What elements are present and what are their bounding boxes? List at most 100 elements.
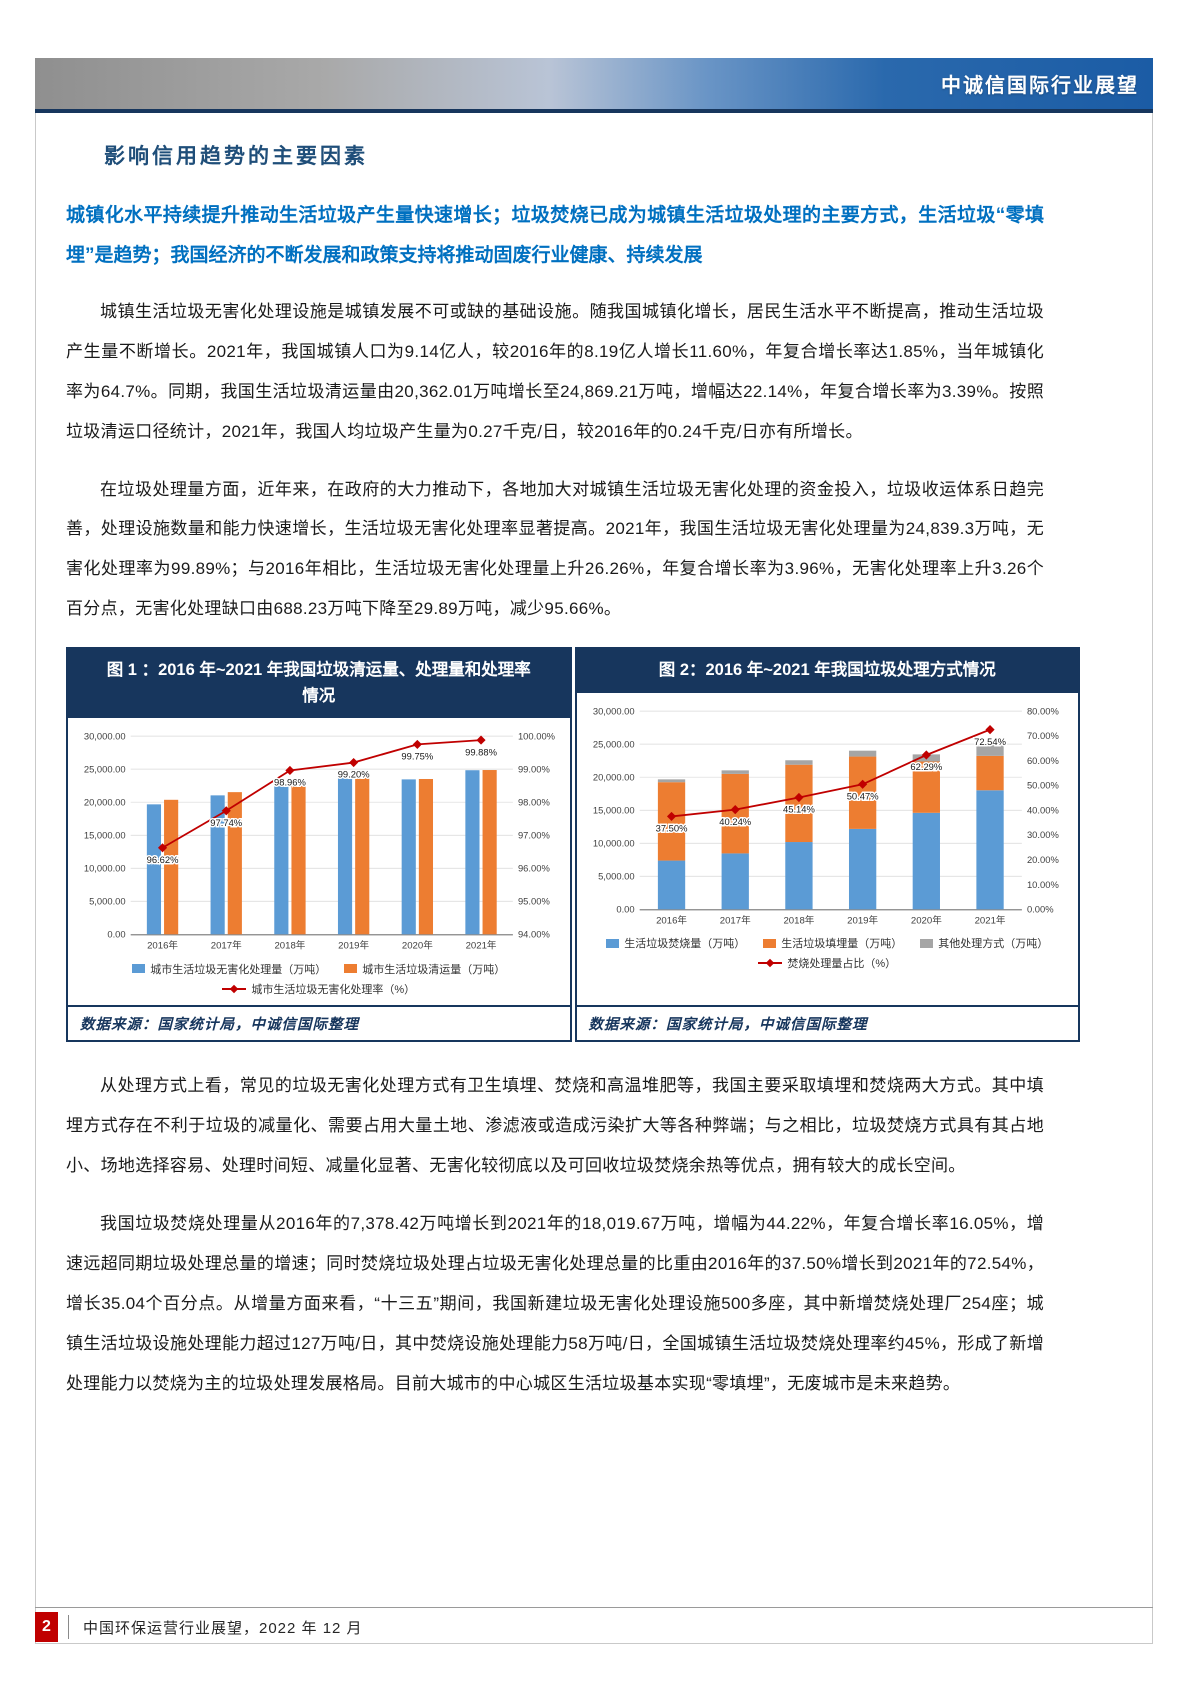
footer-divider — [68, 1615, 69, 1639]
svg-text:96.00%: 96.00% — [518, 863, 550, 874]
svg-text:80.00%: 80.00% — [1026, 705, 1058, 716]
legend-label: 城市生活垃圾无害化处理率（%） — [251, 983, 416, 996]
chart-1-legend: 城市生活垃圾无害化处理量（万吨） 城市生活垃圾清运量（万吨） 城市生活垃圾无害化处理… — [68, 959, 570, 1005]
footer-separator — [35, 1607, 1153, 1608]
svg-text:37.50%: 37.50% — [655, 822, 687, 833]
svg-text:10,000.00: 10,000.00 — [84, 863, 126, 874]
svg-text:25,000.00: 25,000.00 — [84, 764, 126, 775]
svg-text:95.00%: 95.00% — [518, 896, 550, 907]
svg-text:10,000.00: 10,000.00 — [592, 837, 634, 848]
legend-item: 生活垃圾填埋量（万吨） — [763, 935, 902, 951]
svg-text:20,000.00: 20,000.00 — [592, 771, 634, 782]
body-paragraph-3: 从处理方式上看，常见的垃圾无害化处理方式有卫生填埋、焚烧和高温堆肥等，我国主要采… — [66, 1075, 1044, 1175]
banner-title: 中诚信国际行业展望 — [941, 75, 1139, 97]
legend-label: 焚烧处理量占比（%） — [787, 958, 897, 971]
svg-text:5,000.00: 5,000.00 — [89, 896, 126, 907]
chart-2-legend: 生活垃圾焚烧量（万吨） 生活垃圾填埋量（万吨） 其他处理方式（万吨） 焚烧处理量占比（… — [577, 933, 1079, 979]
legend-item: 其他处理方式（万吨） — [920, 935, 1048, 951]
chart-1-box: 图 1 ：2016 年~2021 年我国垃圾清运量、处理量和处理率情况 0.00… — [66, 647, 572, 1042]
svg-text:40.00%: 40.00% — [1026, 804, 1058, 815]
chart-1-title: 图 1 ：2016 年~2021 年我国垃圾清运量、处理量和处理率情况 — [68, 649, 570, 719]
chart-2-box: 图 2：2016 年~2021 年我国垃圾处理方式情况 0.00 5,000.00… — [574, 647, 1080, 1042]
svg-text:45.14%: 45.14% — [783, 803, 815, 814]
legend-label: 城市生活垃圾清运量（万吨） — [362, 963, 506, 976]
body-paragraph-1: 城镇生活垃圾无害化处理设施是城镇发展不可或缺的基础设施。随我国城镇化增长，居民生… — [66, 301, 1044, 441]
svg-text:98.00%: 98.00% — [518, 797, 550, 808]
svg-text:62.29%: 62.29% — [910, 761, 942, 772]
chart-2-title: 图 2：2016 年~2021 年我国垃圾处理方式情况 — [576, 649, 1078, 693]
svg-text:20,000.00: 20,000.00 — [84, 797, 126, 808]
svg-text:72.54%: 72.54% — [974, 736, 1006, 747]
svg-text:2020年: 2020年 — [402, 940, 433, 952]
chart-1-source: 数据来源：国家统计局，中诚信国际整理 — [68, 1004, 570, 1040]
svg-text:15,000.00: 15,000.00 — [592, 804, 634, 815]
charts-row: 图 1 ：2016 年~2021 年我国垃圾清运量、处理量和处理率情况 0.00… — [66, 647, 1080, 1042]
footer: 2 中国环保运营行业展望，2022 年 12 月 — [35, 1612, 363, 1642]
legend-item: 城市生活垃圾无害化处理率（%） — [222, 981, 415, 997]
lead-paragraph: 城镇化水平持续提升推动生活垃圾产生量快速增长；垃圾焚烧已成为城镇生活垃圾处理的主… — [66, 205, 1044, 266]
svg-text:60.00%: 60.00% — [1026, 755, 1058, 766]
svg-text:97.74%: 97.74% — [210, 817, 242, 828]
svg-text:0.00: 0.00 — [616, 903, 634, 914]
legend-item: 城市生活垃圾清运量（万吨） — [344, 961, 505, 977]
svg-text:99.88%: 99.88% — [465, 747, 497, 758]
svg-text:99.00%: 99.00% — [518, 764, 550, 775]
svg-text:2016年: 2016年 — [147, 940, 178, 952]
svg-text:2019年: 2019年 — [338, 940, 369, 952]
svg-text:15,000.00: 15,000.00 — [84, 830, 126, 841]
svg-text:100.00%: 100.00% — [518, 731, 556, 742]
svg-text:50.00%: 50.00% — [1026, 780, 1058, 791]
svg-text:5,000.00: 5,000.00 — [598, 870, 635, 881]
legend-swatch-icon — [344, 964, 358, 974]
legend-swatch-icon — [920, 938, 934, 948]
svg-text:2017年: 2017年 — [719, 914, 750, 926]
svg-text:2016年: 2016年 — [656, 914, 687, 926]
page-content: 影响信用趋势的主要因素 城镇化水平持续提升推动生活垃圾产生量快速增长；垃圾焚烧已… — [66, 140, 1080, 1421]
svg-text:30,000.00: 30,000.00 — [592, 705, 634, 716]
svg-text:0.00: 0.00 — [107, 929, 125, 940]
svg-text:30.00%: 30.00% — [1026, 829, 1058, 840]
svg-text:97.00%: 97.00% — [518, 830, 550, 841]
legend-line-marker-icon — [758, 959, 783, 968]
legend-swatch-icon — [606, 938, 620, 948]
svg-text:2018年: 2018年 — [783, 914, 814, 926]
legend-swatch-icon — [132, 964, 146, 974]
footer-text: 中国环保运营行业展望，2022 年 12 月 — [83, 1619, 363, 1637]
legend-line-marker-icon — [222, 984, 247, 994]
svg-text:2021年: 2021年 — [466, 940, 497, 952]
chart-1-plot: 0.00 5,000.00 10,000.00 15,000.00 20,000.00 2… — [68, 718, 570, 959]
legend-label: 其他处理方式（万吨） — [938, 938, 1049, 951]
svg-text:2017年: 2017年 — [211, 940, 242, 952]
legend-item: 焚烧处理量占比（%） — [758, 955, 896, 971]
svg-text:98.96%: 98.96% — [274, 777, 306, 788]
header-banner: 中诚信国际行业展望 — [35, 58, 1153, 113]
svg-text:70.00%: 70.00% — [1026, 730, 1058, 741]
svg-text:96.62%: 96.62% — [147, 854, 179, 865]
svg-text:25,000.00: 25,000.00 — [592, 738, 634, 749]
legend-swatch-icon — [763, 938, 777, 948]
svg-text:30,000.00: 30,000.00 — [84, 731, 126, 742]
svg-text:2021年: 2021年 — [974, 914, 1005, 926]
svg-text:10.00%: 10.00% — [1026, 879, 1058, 890]
svg-text:2019年: 2019年 — [847, 914, 878, 926]
page-number-badge: 2 — [35, 1612, 58, 1642]
body-paragraph-2: 在垃圾处理量方面，近年来，在政府的大力推动下，各地加大对城镇生活垃圾无害化处理的… — [66, 479, 1044, 619]
svg-text:2020年: 2020年 — [910, 914, 941, 926]
legend-item: 城市生活垃圾无害化处理量（万吨） — [132, 961, 326, 977]
svg-text:20.00%: 20.00% — [1026, 854, 1058, 865]
svg-text:99.75%: 99.75% — [401, 751, 433, 762]
svg-text:2018年: 2018年 — [274, 940, 305, 952]
section-title: 影响信用趋势的主要因素 — [104, 145, 368, 168]
svg-text:94.00%: 94.00% — [518, 929, 550, 940]
legend-label: 城市生活垃圾无害化处理量（万吨） — [150, 963, 327, 976]
chart-2-source: 数据来源：国家统计局，中诚信国际整理 — [576, 1004, 1078, 1040]
svg-text:99.20%: 99.20% — [338, 769, 370, 780]
body-paragraph-4: 我国垃圾焚烧处理量从2016年的7,378.42万吨增长到2021年的18,01… — [66, 1213, 1044, 1393]
legend-label: 生活垃圾焚烧量（万吨） — [624, 938, 746, 951]
legend-label: 生活垃圾填埋量（万吨） — [781, 938, 903, 951]
legend-item: 生活垃圾焚烧量（万吨） — [606, 935, 745, 951]
svg-text:0.00%: 0.00% — [1026, 903, 1053, 914]
chart-2-plot: 0.00 5,000.00 10,000.00 15,000.00 20,000.00 2… — [577, 693, 1079, 934]
svg-text:40.24%: 40.24% — [719, 816, 751, 827]
svg-text:50.47%: 50.47% — [846, 790, 878, 801]
